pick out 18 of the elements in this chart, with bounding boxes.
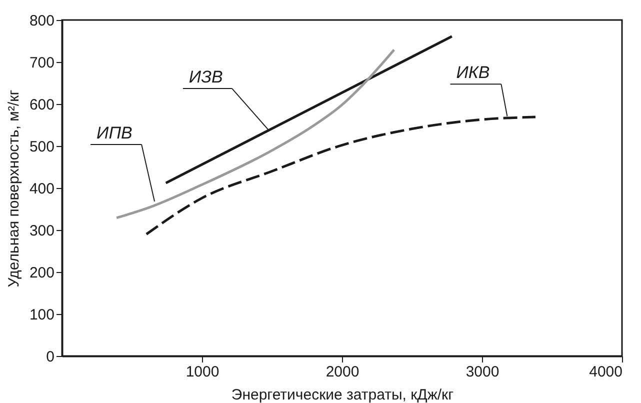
y-tick-label: 200 — [29, 264, 54, 282]
y-tick-label: 800 — [29, 12, 54, 30]
x-tick-label: 3000 — [466, 364, 500, 380]
y-tick-label: 0 — [46, 348, 54, 366]
annotation: ИЗВ — [188, 67, 223, 86]
y-tick-label: 300 — [29, 222, 54, 240]
y-tick-label: 100 — [29, 306, 54, 324]
annotation: ИПВ — [96, 123, 132, 142]
y-tick-label: 500 — [29, 138, 54, 156]
annotation: ИКВ — [456, 63, 490, 82]
x-tick-label: 2000 — [326, 364, 360, 380]
y-tick-label: 600 — [29, 96, 54, 114]
y-tick-label: 700 — [29, 54, 54, 72]
y-tick-label: 400 — [29, 180, 54, 198]
x-axis-title: Энергетические затраты, кДж/кг — [231, 386, 454, 403]
y-axis-title: Удельная поверхность, м²/кг — [5, 89, 22, 288]
x-tick-label: 1000 — [186, 364, 220, 380]
x-tick-label: 4000 — [589, 364, 622, 380]
